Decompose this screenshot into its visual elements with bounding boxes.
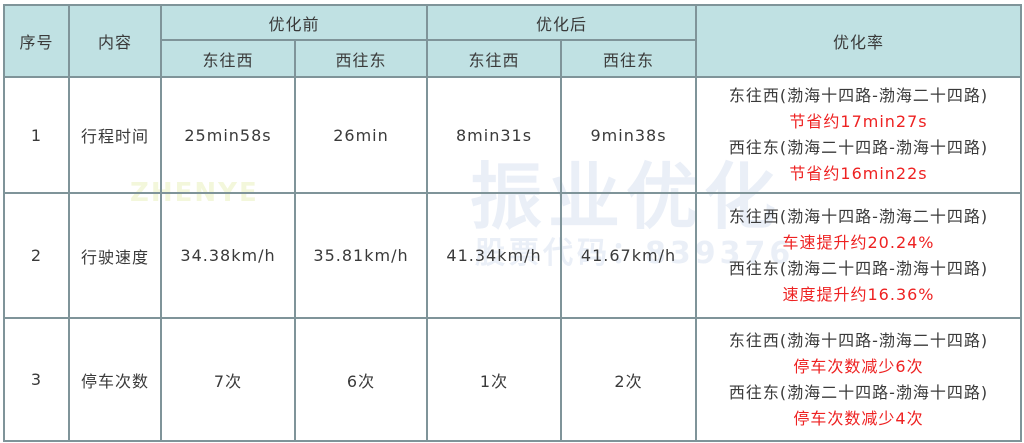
table-row: 3 停车次数 7次 6次 1次 2次 东往西(渤海十四路-渤海二十四路) 停车次…	[3, 317, 1022, 442]
rate-route: 西往东(渤海二十四路-渤海十四路)	[728, 138, 989, 157]
header-content: 内容	[68, 4, 162, 78]
cell-rate: 东往西(渤海十四路-渤海二十四路) 车速提升约20.24% 西往东(渤海二十四路…	[695, 192, 1022, 319]
header-seq: 序号	[3, 4, 70, 78]
cell-item: 停车次数	[68, 317, 162, 442]
rate-result: 停车次数减少4次	[793, 408, 924, 428]
header-rate: 优化率	[695, 4, 1022, 78]
rate-route: 西往东(渤海二十四路-渤海十四路)	[728, 258, 989, 278]
cell-before-ew: 34.38km/h	[160, 192, 296, 319]
cell-after-we: 2次	[560, 317, 698, 442]
cell-after-ew: 8min31s	[426, 76, 563, 194]
cell-after-we: 9min38s	[560, 76, 698, 194]
rate-route: 东往西(渤海十四路-渤海二十四路)	[728, 206, 989, 226]
cell-after-ew: 1次	[426, 317, 563, 442]
cell-seq: 3	[3, 317, 70, 442]
header-before-ew: 东往西	[160, 39, 296, 78]
cell-after-we: 41.67km/h	[560, 192, 698, 319]
header-after: 优化后	[426, 4, 698, 41]
header-after-ew: 东往西	[426, 39, 563, 78]
cell-after-ew: 41.34km/h	[426, 192, 563, 319]
header-before: 优化前	[159, 4, 429, 41]
rate-result: 节省约17min27s	[789, 112, 928, 131]
cell-seq: 2	[3, 192, 70, 319]
cell-before-we: 6次	[293, 317, 429, 442]
rate-route: 东往西(渤海十四路-渤海二十四路)	[728, 330, 989, 350]
optimization-table: 序号 内容 优化前 优化后 优化率 东往西 西往东 东往西 西往东 1 行程时间…	[3, 4, 1022, 442]
rate-route: 东往西(渤海十四路-渤海二十四路)	[728, 86, 989, 105]
cell-before-ew: 7次	[160, 317, 296, 442]
cell-rate: 东往西(渤海十四路-渤海二十四路) 节省约17min27s 西往东(渤海二十四路…	[695, 76, 1022, 194]
rate-result: 速度提升约16.36%	[782, 284, 935, 304]
rate-route: 西往东(渤海二十四路-渤海十四路)	[728, 382, 989, 402]
cell-before-we: 35.81km/h	[293, 192, 429, 319]
rate-result: 车速提升约20.24%	[782, 232, 935, 252]
cell-rate: 东往西(渤海十四路-渤海二十四路) 停车次数减少6次 西往东(渤海二十四路-渤海…	[695, 317, 1022, 442]
cell-seq: 1	[3, 76, 70, 194]
cell-item: 行驶速度	[68, 192, 162, 319]
header-after-we: 西往东	[560, 39, 698, 78]
cell-item: 行程时间	[68, 76, 162, 194]
cell-before-ew: 25min58s	[160, 76, 296, 194]
table-row: 1 行程时间 25min58s 26min 8min31s 9min38s 东往…	[3, 76, 1022, 194]
header-before-we: 西往东	[293, 39, 429, 78]
rate-result: 停车次数减少6次	[793, 356, 924, 376]
rate-result: 节省约16min22s	[789, 164, 928, 183]
table-row: 2 行驶速度 34.38km/h 35.81km/h 41.34km/h 41.…	[3, 192, 1022, 319]
cell-before-we: 26min	[293, 76, 429, 194]
